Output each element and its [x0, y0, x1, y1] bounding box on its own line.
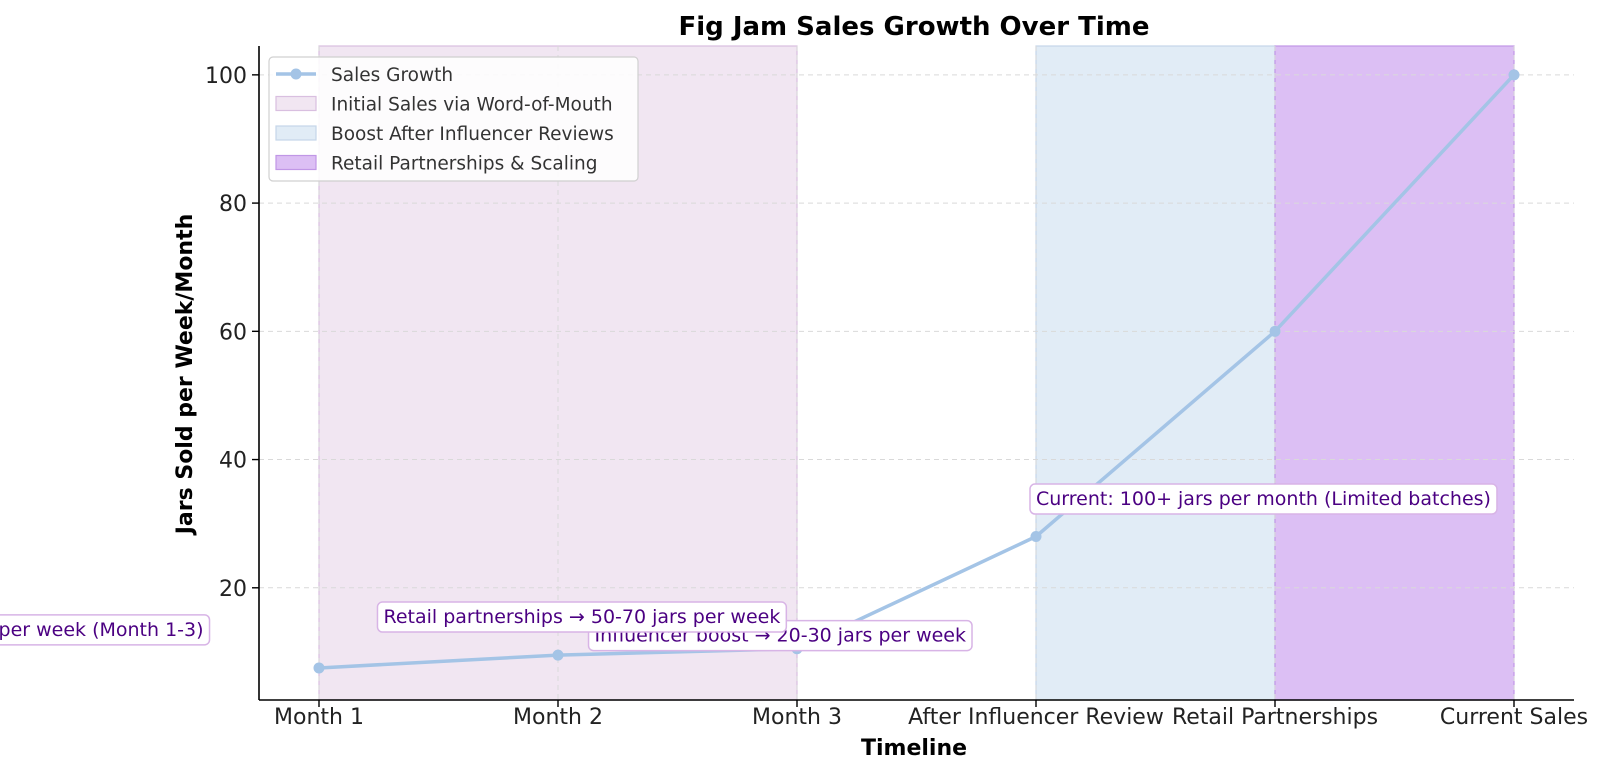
data-line-layer — [313, 69, 1520, 674]
shaded-region-3 — [1274, 45, 1515, 701]
data-point — [1030, 531, 1042, 542]
annotation-4: Current: 100+ jars per month (Limited ba… — [1029, 483, 1498, 515]
data-point — [1508, 69, 1520, 81]
data-point — [313, 662, 325, 674]
legend-label: Sales Growth — [331, 65, 453, 86]
legend-region-swatch — [275, 125, 317, 141]
annotations: 5-10 jars per week (Month 1-3)Influencer… — [0, 483, 1498, 652]
annotation-text: 5-10 jars per week (Month 1-3) — [0, 619, 204, 641]
x-tick-label: Current Sales — [1440, 705, 1588, 730]
annotation-1: 5-10 jars per week (Month 1-3) — [0, 614, 211, 646]
shaded-region-2 — [1035, 45, 1276, 701]
legend-region-swatch — [275, 95, 317, 112]
x-tick-label: Month 1 — [274, 705, 364, 730]
legend-region-swatch — [275, 154, 317, 171]
x-tick-label: Retail Partnerships — [1172, 705, 1378, 730]
y-axis-label: Jars Sold per Week/Month — [173, 214, 198, 537]
legend-box — [268, 56, 639, 182]
x-tick-label: After Influencer Review — [908, 705, 1164, 730]
legend-label: Initial Sales via Word-of-Mouth — [331, 95, 613, 116]
x-axis-label: Timeline — [861, 736, 967, 761]
legend: Sales Growth Initial Sales via Word-of-Mo… — [268, 56, 639, 182]
y-tick-label: 60 — [219, 320, 247, 345]
annotation-text: Retail partnerships → 50-70 jars per wee… — [383, 606, 780, 628]
x-tick-label: Month 3 — [752, 705, 842, 730]
series-line — [318, 73, 1516, 670]
data-point — [1269, 325, 1281, 337]
x-ticks: Month 1 Month 2 Month 3 After Influencer Re… — [274, 700, 1588, 730]
axes — [258, 46, 1574, 701]
annotation-box — [1029, 483, 1498, 515]
data-point — [552, 649, 564, 661]
legend-marker — [290, 68, 302, 80]
annotation-box — [0, 614, 211, 646]
annotation-box — [376, 601, 788, 633]
annotation-text: Current: 100+ jars per month (Limited ba… — [1036, 488, 1491, 510]
legend-label: Retail Partnerships & Scaling — [331, 154, 597, 175]
chart-title: Fig Jam Sales Growth Over Time — [678, 12, 1149, 42]
y-ticks: 20 40 60 80 100 — [205, 64, 259, 602]
x-tick-label: Month 2 — [513, 705, 603, 730]
y-tick-label: 80 — [219, 192, 247, 217]
y-tick-label: 100 — [205, 64, 247, 89]
annotation-3: Retail partnerships → 50-70 jars per wee… — [376, 601, 788, 633]
y-tick-label: 40 — [219, 449, 247, 474]
y-tick-label: 20 — [219, 577, 247, 602]
legend-label: Boost After Influencer Reviews — [331, 124, 614, 145]
